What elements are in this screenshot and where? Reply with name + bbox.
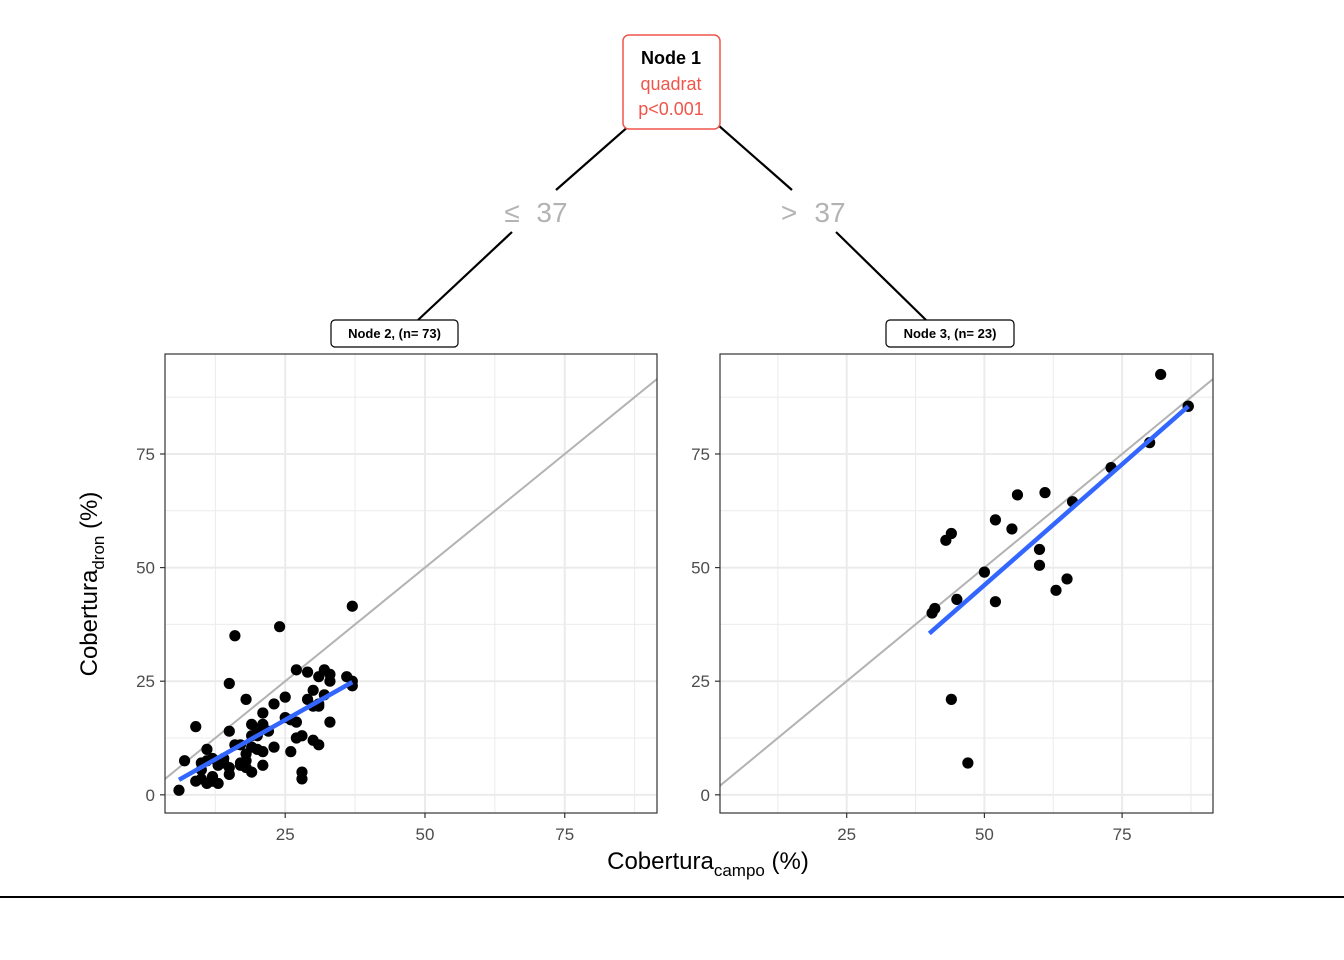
x-tick-label: 50 bbox=[416, 825, 435, 844]
data-point bbox=[989, 514, 1002, 526]
data-point bbox=[246, 766, 258, 778]
panel-label-node3: Node 3, (n= 23) bbox=[885, 319, 1015, 348]
scatter-panel-node3: 25 50 75 0 25 50 75 bbox=[691, 353, 1214, 844]
data-point bbox=[945, 527, 957, 540]
y-axis-title: Coberturadron (%) bbox=[76, 492, 108, 677]
data-point bbox=[296, 730, 308, 742]
data-point bbox=[324, 716, 336, 728]
regression-line bbox=[177, 680, 354, 782]
root-node-title: Node 1 bbox=[641, 48, 701, 68]
y-axis-title-unit: (%) bbox=[76, 492, 103, 536]
x-tick-label: 50 bbox=[975, 825, 994, 844]
x-axis-title-sub: campo bbox=[714, 861, 765, 880]
x-tick-label: 75 bbox=[555, 825, 574, 844]
identity-line bbox=[720, 378, 1213, 787]
panel-label-node2-box bbox=[330, 319, 459, 348]
x-axis-title-main: Cobertura bbox=[607, 848, 714, 875]
data-point bbox=[190, 721, 202, 733]
y-axis-title-sub: dron bbox=[89, 536, 108, 570]
data-point bbox=[173, 784, 185, 796]
data-point bbox=[1033, 543, 1046, 556]
data-point bbox=[1050, 584, 1062, 596]
data-point bbox=[301, 666, 314, 678]
y-tick-label: 0 bbox=[701, 786, 710, 805]
data-point bbox=[274, 621, 286, 633]
y-tick-label: 75 bbox=[691, 445, 710, 464]
data-point bbox=[229, 630, 241, 642]
y-tick-label: 50 bbox=[691, 559, 710, 578]
split-label-right-value: 37 bbox=[814, 197, 845, 228]
data-point bbox=[279, 691, 291, 703]
data-point bbox=[290, 664, 302, 676]
root-node-variable: quadrat bbox=[640, 74, 701, 94]
data-point bbox=[296, 773, 308, 785]
root-node-pvalue: p<0.001 bbox=[638, 99, 704, 119]
root-node: Node 1 quadrat p<0.001 bbox=[622, 34, 721, 130]
root-node-box bbox=[622, 34, 721, 130]
x-tick-label: 25 bbox=[276, 825, 295, 844]
x-axis-title-unit: (%) bbox=[765, 848, 809, 875]
edge-right-lower bbox=[835, 231, 927, 321]
split-label-left-op: ≤ bbox=[504, 197, 519, 228]
data-point bbox=[178, 755, 191, 767]
data-point bbox=[929, 602, 941, 615]
data-point bbox=[257, 759, 269, 771]
edge-left-upper bbox=[555, 124, 631, 191]
data-point bbox=[313, 739, 325, 751]
y-tick-label: 25 bbox=[691, 672, 710, 691]
data-point bbox=[223, 725, 235, 737]
split-label-left-value: 37 bbox=[536, 197, 567, 228]
scatter-panel-node2: 25 50 75 0 25 50 75 bbox=[136, 353, 658, 844]
regression-line bbox=[927, 404, 1190, 636]
data-point bbox=[1061, 573, 1073, 585]
tree-edges bbox=[417, 124, 927, 321]
data-point bbox=[1006, 523, 1018, 535]
data-point bbox=[206, 771, 219, 783]
x-axis-title: Coberturacampo (%) bbox=[607, 848, 809, 880]
y-axis-title-main: Cobertura bbox=[76, 569, 103, 676]
data-point bbox=[268, 698, 280, 710]
data-point bbox=[240, 693, 252, 705]
data-point bbox=[223, 677, 235, 690]
data-point bbox=[1033, 559, 1046, 571]
y-tick-label: 25 bbox=[136, 672, 155, 691]
data-point bbox=[257, 746, 269, 758]
data-point bbox=[324, 668, 336, 680]
data-point bbox=[201, 743, 213, 755]
data-point bbox=[246, 741, 258, 753]
panel-label-node2: Node 2, (n= 73) bbox=[330, 319, 459, 348]
plot-border bbox=[164, 353, 658, 814]
data-point bbox=[307, 684, 319, 696]
edge-left-lower bbox=[417, 231, 513, 321]
data-point bbox=[240, 755, 252, 767]
x-tick-label: 75 bbox=[1113, 825, 1132, 844]
data-point bbox=[285, 746, 297, 758]
x-tick-label: 25 bbox=[837, 825, 856, 844]
data-point bbox=[962, 757, 974, 769]
data-point bbox=[989, 596, 1002, 608]
identity-line bbox=[165, 378, 657, 780]
data-point bbox=[945, 693, 957, 705]
data-point bbox=[951, 593, 963, 606]
plot-border bbox=[719, 353, 1214, 814]
y-tick-label: 75 bbox=[136, 445, 155, 464]
data-point bbox=[1039, 487, 1051, 499]
data-point bbox=[1011, 489, 1024, 501]
panel-label-node2-text: Node 2, (n= 73) bbox=[348, 326, 441, 341]
panel-label-node3-text: Node 3, (n= 23) bbox=[904, 326, 997, 341]
data-point bbox=[978, 566, 991, 578]
data-point bbox=[257, 707, 269, 719]
panel-label-node3-box bbox=[885, 319, 1015, 348]
split-label-right-op: > bbox=[781, 197, 797, 228]
data-point bbox=[223, 761, 235, 774]
plot-area bbox=[720, 368, 1213, 787]
y-tick-label: 0 bbox=[146, 786, 155, 805]
data-point bbox=[1155, 368, 1167, 381]
y-tick-label: 50 bbox=[136, 559, 155, 578]
edge-right-upper bbox=[717, 124, 793, 191]
data-point bbox=[346, 600, 358, 612]
plot-area bbox=[165, 378, 657, 796]
data-point bbox=[268, 741, 280, 753]
